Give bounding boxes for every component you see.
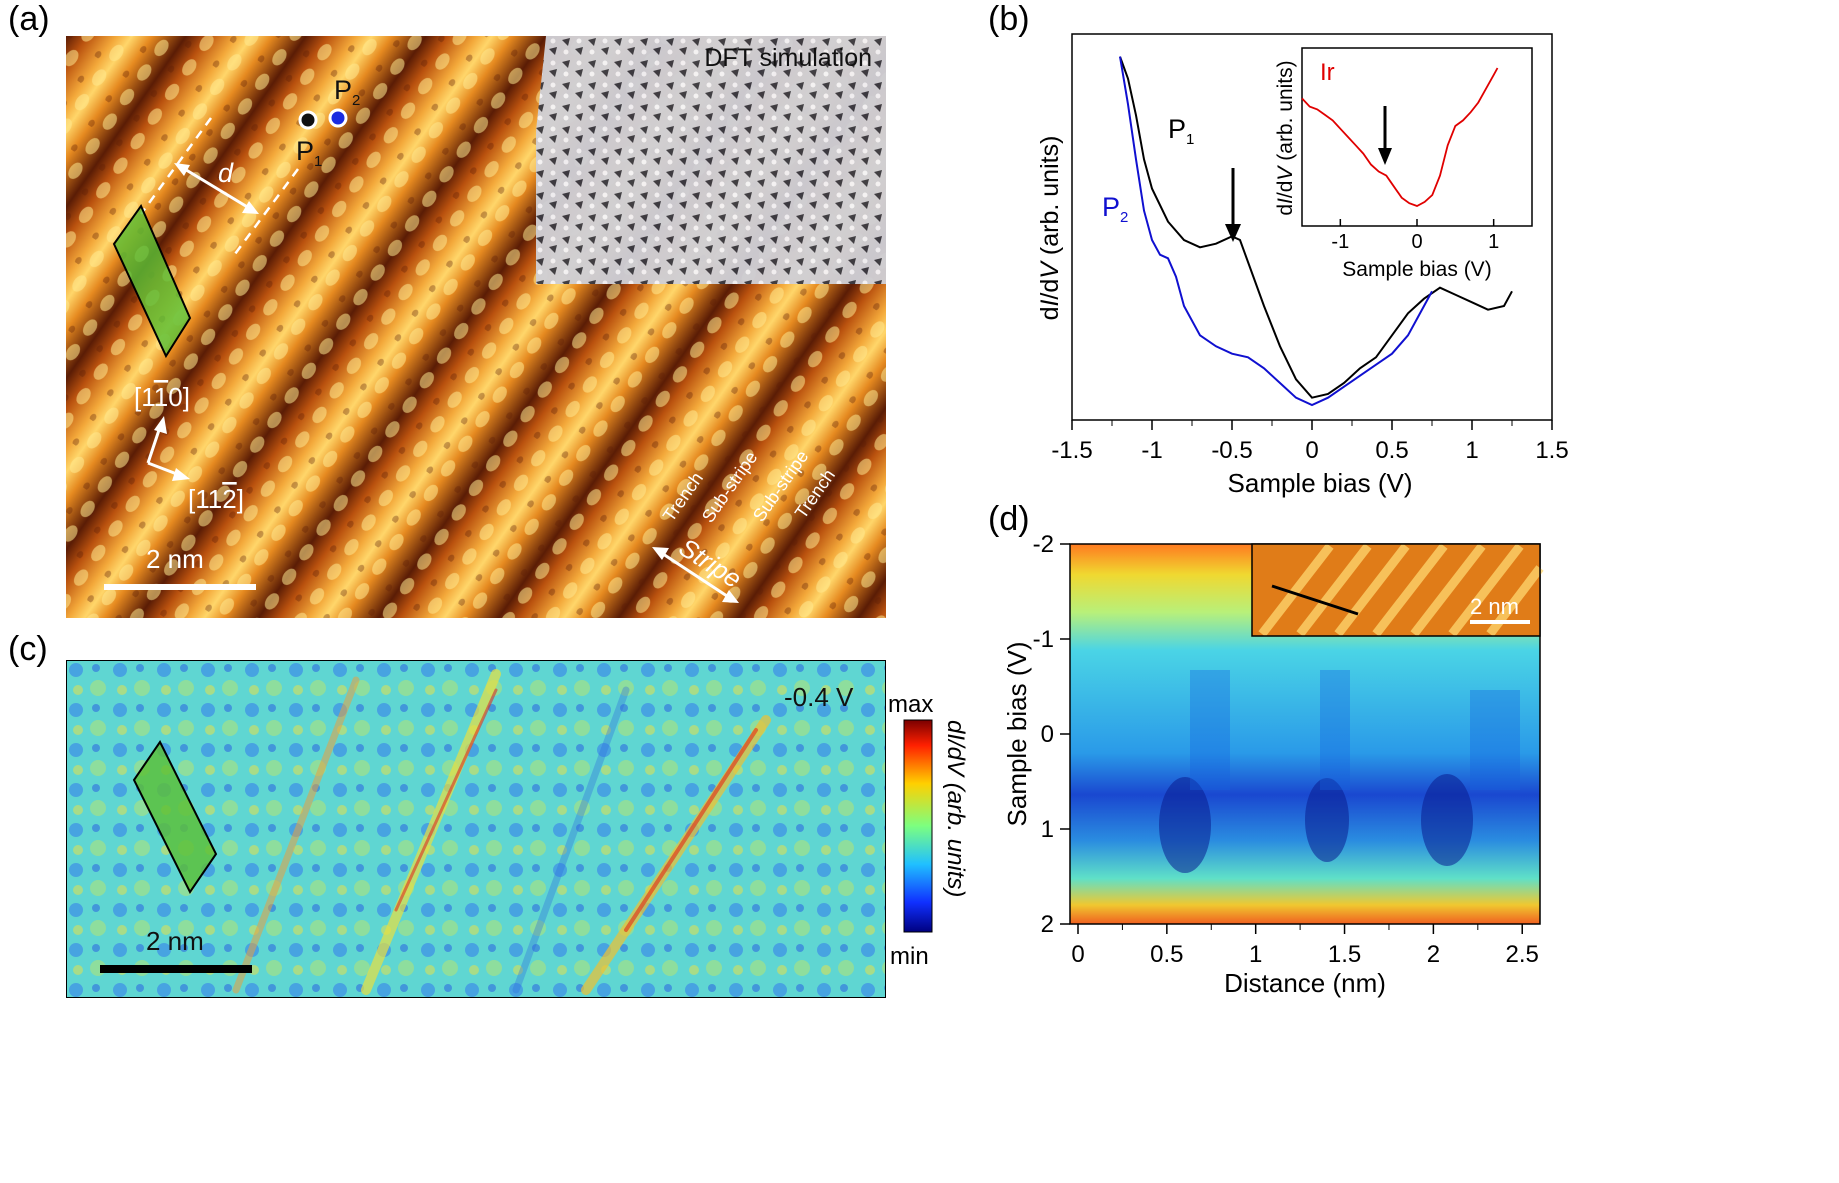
- plot-b-xtick-label-2: -0.5: [1211, 437, 1252, 464]
- dir-arrow-up-head: [154, 416, 167, 434]
- arrow-inset: [1378, 106, 1392, 165]
- hot-stripes: [232, 669, 771, 995]
- panel-c-frame: [66, 660, 886, 998]
- panel-d-heatmap: 0 0.5 1 1.5 2 2.5 -2 -1 0 1 2 Sample bias (V) Dist…: [1002, 531, 1544, 998]
- plot-b-xtick-label-0: -1.5: [1051, 437, 1092, 464]
- heatmap-d-bands: [1190, 670, 1520, 790]
- series-p2-line: [1119, 56, 1433, 407]
- heatmap-d-xtick-label-1: 0.5: [1150, 941, 1183, 968]
- d-arrow-head-left: [174, 163, 190, 176]
- inset-series-ir-line: [1301, 67, 1499, 207]
- inset-d-scalebar: 2 nm: [1470, 594, 1519, 619]
- dft-simulation-region: [536, 36, 886, 284]
- heatmap-d-xtick-label-3: 1.5: [1328, 941, 1361, 968]
- heatmap-d-ytick-label-1: -1: [1033, 626, 1054, 653]
- colorbar: max min dI/dV (arb. units): [888, 691, 969, 970]
- series-p1-label: P1: [1168, 114, 1194, 148]
- heatmap-d-ticks: 0 0.5 1 1.5 2 2.5 -2 -1 0 1 2: [1033, 531, 1539, 968]
- plot-b-xtick-label-4: 0.5: [1375, 437, 1408, 464]
- plot-b-xtick-label-3: 0: [1305, 437, 1318, 464]
- d-arrow: [177, 163, 255, 213]
- unit-cell-green-c: [132, 740, 218, 894]
- period-line-right: [230, 168, 300, 259]
- heatmap-d-xtick-label-4: 2: [1427, 941, 1440, 968]
- series-p1-line: [1119, 56, 1513, 399]
- unit-cell-green: [112, 203, 192, 359]
- inset-b-xtick-label-0: -1: [1331, 231, 1349, 253]
- stripe-arrow: [659, 550, 731, 600]
- inset-b-frame: [1301, 47, 1533, 227]
- colorbar-label: dI/dV (arb. units): [942, 720, 969, 897]
- inset-b-xtick-label-2: 1: [1488, 231, 1499, 253]
- arrow-main: [1225, 168, 1241, 242]
- dft-label: DFT simulation: [704, 44, 872, 72]
- heatmap-d-ylabel: Sample bias (V): [1002, 642, 1032, 827]
- plot-b-xlabel: Sample bias (V): [1228, 468, 1413, 498]
- inset-b-xtick-label-1: 0: [1411, 231, 1422, 253]
- panel-a-stm-image: DFT simulation P1 P2 d [110] [112] 2 nm …: [66, 36, 886, 618]
- panel-label-b: (b): [988, 0, 1030, 38]
- heatmap-d-minima: [1159, 774, 1473, 873]
- colorbar-max: max: [888, 691, 933, 718]
- dir-arrow-right-head: [172, 468, 190, 481]
- stripe-arrow-head-left: [652, 547, 669, 560]
- heatmap-d-xtick-label-0: 0: [1071, 941, 1084, 968]
- point-p1-label: P1: [296, 136, 322, 170]
- heatmap-d-ytick-label-3: 1: [1041, 816, 1054, 843]
- inset-legend-ir: Ir: [1320, 59, 1335, 86]
- dir-label-1: [110]: [134, 382, 190, 412]
- series-p2-label: P2: [1102, 192, 1128, 226]
- scalebar-a-label: 2 nm: [146, 544, 204, 574]
- inset-d-stm: 2 nm: [1251, 543, 1544, 637]
- point-p1-marker: [298, 110, 318, 130]
- colorbar-min: min: [890, 943, 929, 970]
- panel-c-didv-map: -0.4 V 2 nm: [66, 660, 886, 998]
- plot-b-xtick-label-6: 1.5: [1535, 437, 1568, 464]
- heatmap-d-xtick-label-2: 1: [1249, 941, 1262, 968]
- inset-b-series: [1301, 67, 1499, 207]
- plot-b-xtick-label-1: -1: [1141, 437, 1162, 464]
- voltage-label: -0.4 V: [784, 682, 854, 712]
- plot-b-ylabel: dI/dV (arb. units): [1036, 136, 1064, 321]
- d-arrow-head-right: [242, 201, 259, 214]
- dir-label-2: [112]: [188, 484, 244, 514]
- scalebar-c-label: 2 nm: [146, 926, 204, 956]
- inset-b-xlabel: Sample bias (V): [1342, 258, 1491, 281]
- point-p2-label: P2: [334, 75, 360, 109]
- panel-label-a: (a): [8, 0, 50, 38]
- plot-b-series: [1119, 56, 1513, 407]
- heatmap-d-ytick-label-4: 2: [1041, 911, 1054, 938]
- panel-label-d: (d): [988, 500, 1030, 538]
- heatmap-d-ytick-label-2: 0: [1041, 721, 1054, 748]
- panel-b-spectra: -1.5 -1 -0.5 0 0.5 1 1.5 dI/dV (arb. units) Sa…: [1036, 33, 1569, 498]
- plot-b-x-ticks: -1.5 -1 -0.5 0 0.5 1 1.5: [1051, 420, 1569, 464]
- distance-label: d: [218, 158, 234, 188]
- period-line-left: [139, 117, 213, 215]
- stripe-arrow-head-right: [722, 590, 739, 603]
- heatmap-d-xtick-label-5: 2.5: [1506, 941, 1539, 968]
- plot-b-xtick-label-5: 1: [1465, 437, 1478, 464]
- heatmap-d-xlabel: Distance (nm): [1224, 968, 1386, 998]
- inset-b-ylabel: dI/dV (arb. units): [1274, 60, 1297, 215]
- point-p2-marker: [328, 108, 348, 128]
- scalebar-c: [100, 965, 252, 973]
- panel-label-c: (c): [8, 630, 48, 668]
- heatmap-d-ytick-label-0: -2: [1033, 531, 1054, 558]
- inset-b-x-ticks: -1 0 1: [1331, 219, 1499, 253]
- scalebar-a: [104, 584, 256, 590]
